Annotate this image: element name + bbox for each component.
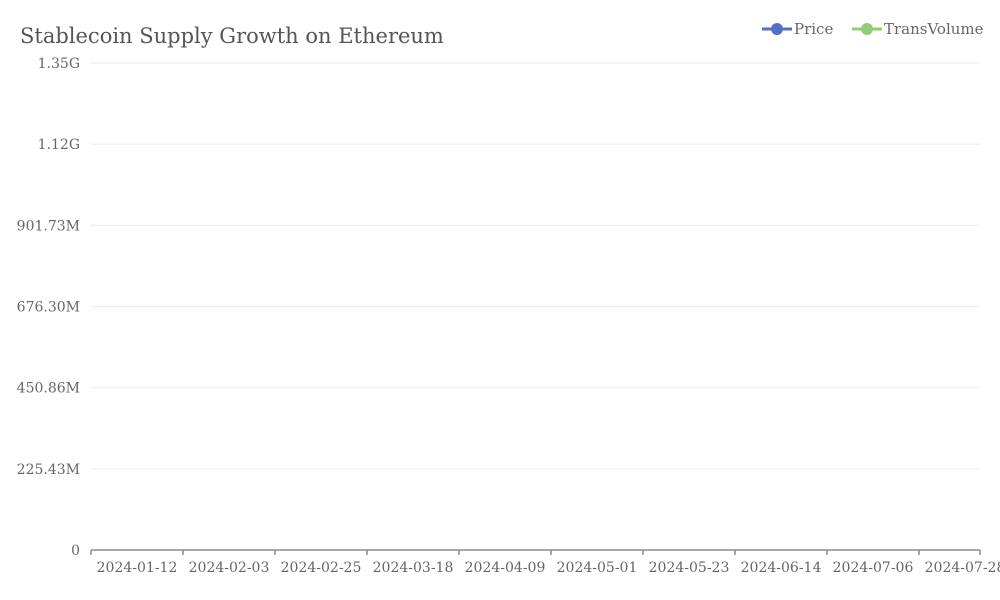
y-tick-label: 450.86M xyxy=(17,381,80,397)
legend-item[interactable]: TransVolume xyxy=(852,20,984,38)
y-axis-labels: 0 225.43M 450.86M 676.30M 901.73M 1.12G 1.35G xyxy=(17,56,80,559)
chart-title: Stablecoin Supply Growth on Ethereum xyxy=(20,24,444,48)
legend-label: Price xyxy=(794,20,833,38)
x-tick-label: 2024-05-01 xyxy=(557,560,638,576)
legend-label: TransVolume xyxy=(884,20,984,38)
x-tick-label: 2024-07-06 xyxy=(833,560,914,576)
x-tick-label: 2024-02-25 xyxy=(281,560,362,576)
y-tick-label: 1.35G xyxy=(38,56,80,72)
y-tick-label: 676.30M xyxy=(17,300,80,316)
x-axis: 2024-01-12 2024-02-03 2024-02-25 2024-03-18… xyxy=(90,549,1000,576)
legend[interactable]: Price TransVolume xyxy=(762,20,984,38)
x-tick-label: 2024-01-12 xyxy=(97,560,178,576)
y-tick-label: 225.43M xyxy=(17,462,80,478)
y-tick-label: 901.73M xyxy=(17,218,80,234)
x-tick-label: 2024-04-09 xyxy=(465,560,546,576)
legend-marker-icon xyxy=(771,23,783,35)
legend-item[interactable]: Price xyxy=(762,20,833,38)
x-tick-label: 2024-03-18 xyxy=(373,560,454,576)
legend-marker-icon xyxy=(861,23,873,35)
x-tick-label: 2024-05-23 xyxy=(649,560,730,576)
x-tick-label: 2024-02-03 xyxy=(189,560,270,576)
x-tick-label: 2024-07-28 xyxy=(925,560,1000,576)
grid-lines xyxy=(91,62,980,470)
x-tick-label: 2024-06-14 xyxy=(741,560,822,576)
y-tick-label: 1.12G xyxy=(38,137,80,153)
y-tick-label: 0 xyxy=(71,543,80,559)
